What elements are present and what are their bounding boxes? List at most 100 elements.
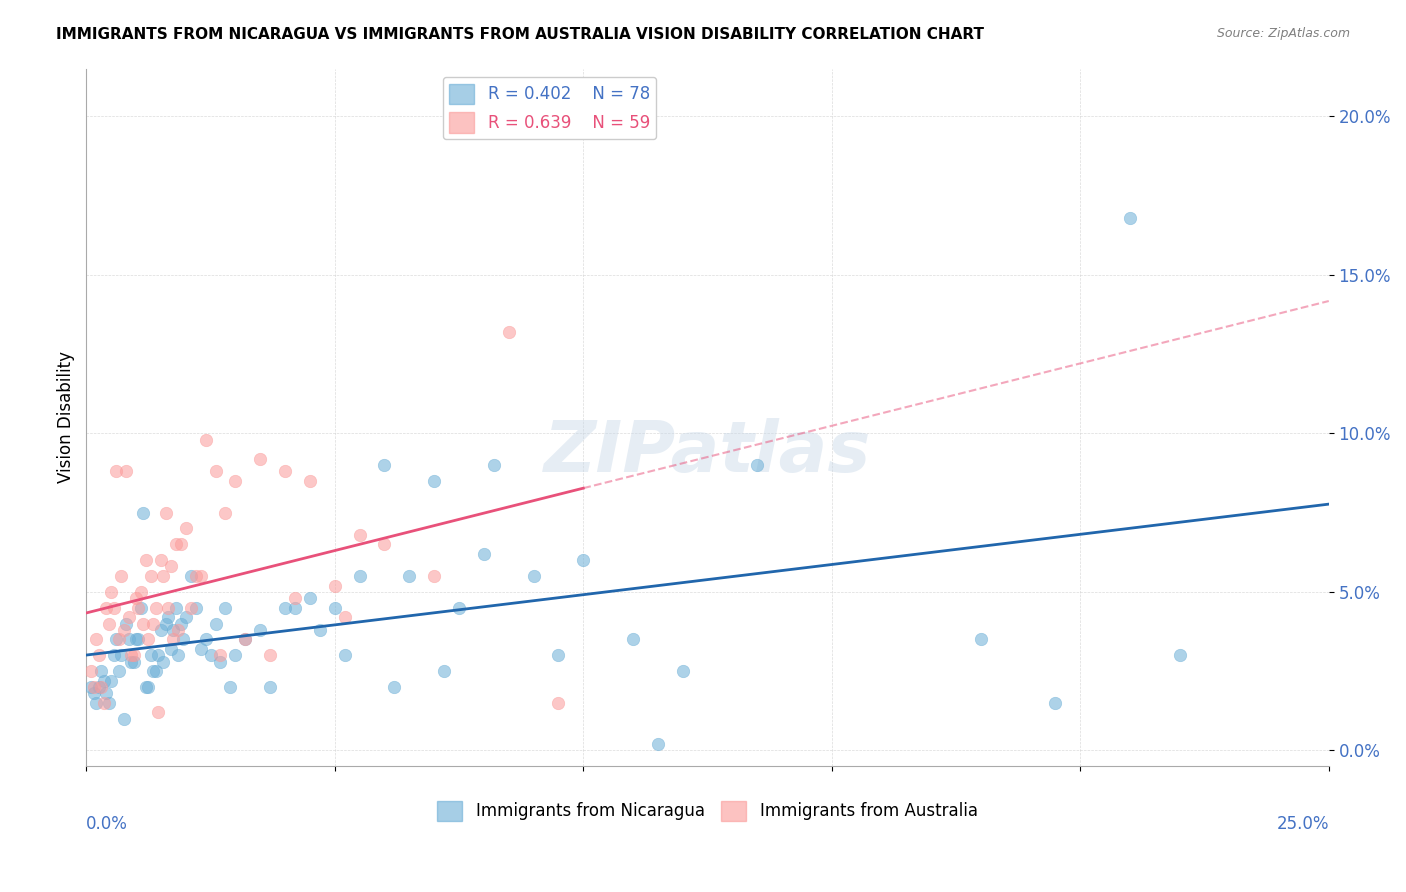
Point [87, 680, 110, 694]
Point [259, 680, 281, 694]
Text: 0.0%: 0.0% [86, 815, 128, 833]
Point [547, 696, 569, 710]
Point [170, 537, 193, 551]
Point [180, 569, 202, 583]
Point [97, 696, 120, 710]
Point [214, 506, 236, 520]
Point [482, 458, 505, 472]
Text: IMMIGRANTS FROM NICARAGUA VS IMMIGRANTS FROM AUSTRALIA VISION DISABILITY CORRELA: IMMIGRANTS FROM NICARAGUA VS IMMIGRANTS … [56, 27, 984, 42]
Point [87, 648, 110, 663]
Point [110, 648, 132, 663]
Point [139, 648, 162, 663]
Point [90, 680, 112, 694]
Point [298, 474, 321, 488]
Point [129, 600, 152, 615]
Point [204, 616, 226, 631]
Y-axis label: Vision Disability: Vision Disability [58, 351, 75, 483]
Point [159, 642, 181, 657]
Point [139, 569, 162, 583]
Point [125, 591, 148, 606]
Point [423, 474, 446, 488]
Point [284, 591, 307, 606]
Text: ZIPatlas: ZIPatlas [544, 417, 872, 487]
Point [122, 648, 145, 663]
Point [138, 632, 160, 647]
Text: 25.0%: 25.0% [1277, 815, 1329, 833]
Point [90, 664, 112, 678]
Point [209, 648, 232, 663]
Point [309, 623, 332, 637]
Point [127, 632, 149, 647]
Point [93, 696, 115, 710]
Point [447, 600, 470, 615]
Point [373, 537, 395, 551]
Point [80, 680, 103, 694]
Point [159, 559, 181, 574]
Point [117, 632, 139, 647]
Point [148, 706, 170, 720]
Point [103, 600, 125, 615]
Point [174, 610, 197, 624]
Point [145, 664, 167, 678]
Point [132, 616, 155, 631]
Point [145, 600, 167, 615]
Point [93, 673, 115, 688]
Point [84, 696, 107, 710]
Point [162, 632, 184, 647]
Point [333, 648, 356, 663]
Point [233, 632, 256, 647]
Point [349, 569, 371, 583]
Point [249, 623, 271, 637]
Point [298, 591, 321, 606]
Point [103, 648, 125, 663]
Point [125, 632, 148, 647]
Point [149, 553, 172, 567]
Point [167, 623, 190, 637]
Point [148, 648, 170, 663]
Point [384, 680, 406, 694]
Point [184, 569, 207, 583]
Point [204, 464, 226, 478]
Point [621, 632, 644, 647]
Point [433, 664, 456, 678]
Point [165, 600, 187, 615]
Point [105, 632, 128, 647]
Point [142, 664, 165, 678]
Point [100, 585, 122, 599]
Point [149, 623, 172, 637]
Point [120, 648, 142, 663]
Point [219, 680, 242, 694]
Point [200, 648, 222, 663]
Point [274, 464, 297, 478]
Point [97, 616, 120, 631]
Legend: Immigrants from Nicaragua, Immigrants from Australia: Immigrants from Nicaragua, Immigrants fr… [430, 794, 984, 828]
Point [122, 655, 145, 669]
Point [547, 648, 569, 663]
Point [105, 464, 128, 478]
Point [180, 600, 202, 615]
Point [152, 655, 174, 669]
Point [157, 610, 180, 624]
Point [135, 553, 157, 567]
Point [96, 600, 118, 615]
Point [523, 569, 546, 583]
Point [115, 464, 138, 478]
Point [127, 600, 149, 615]
Point [155, 506, 177, 520]
Point [172, 632, 194, 647]
Point [224, 474, 246, 488]
Point [80, 664, 103, 678]
Point [157, 600, 180, 615]
Point [333, 610, 356, 624]
Point [167, 648, 190, 663]
Point [214, 600, 236, 615]
Point [110, 569, 132, 583]
Point [1168, 648, 1191, 663]
Point [107, 632, 129, 647]
Point [398, 569, 420, 583]
Point [572, 553, 595, 567]
Point [373, 458, 395, 472]
Point [224, 648, 246, 663]
Point [100, 673, 122, 688]
Point [672, 664, 695, 678]
